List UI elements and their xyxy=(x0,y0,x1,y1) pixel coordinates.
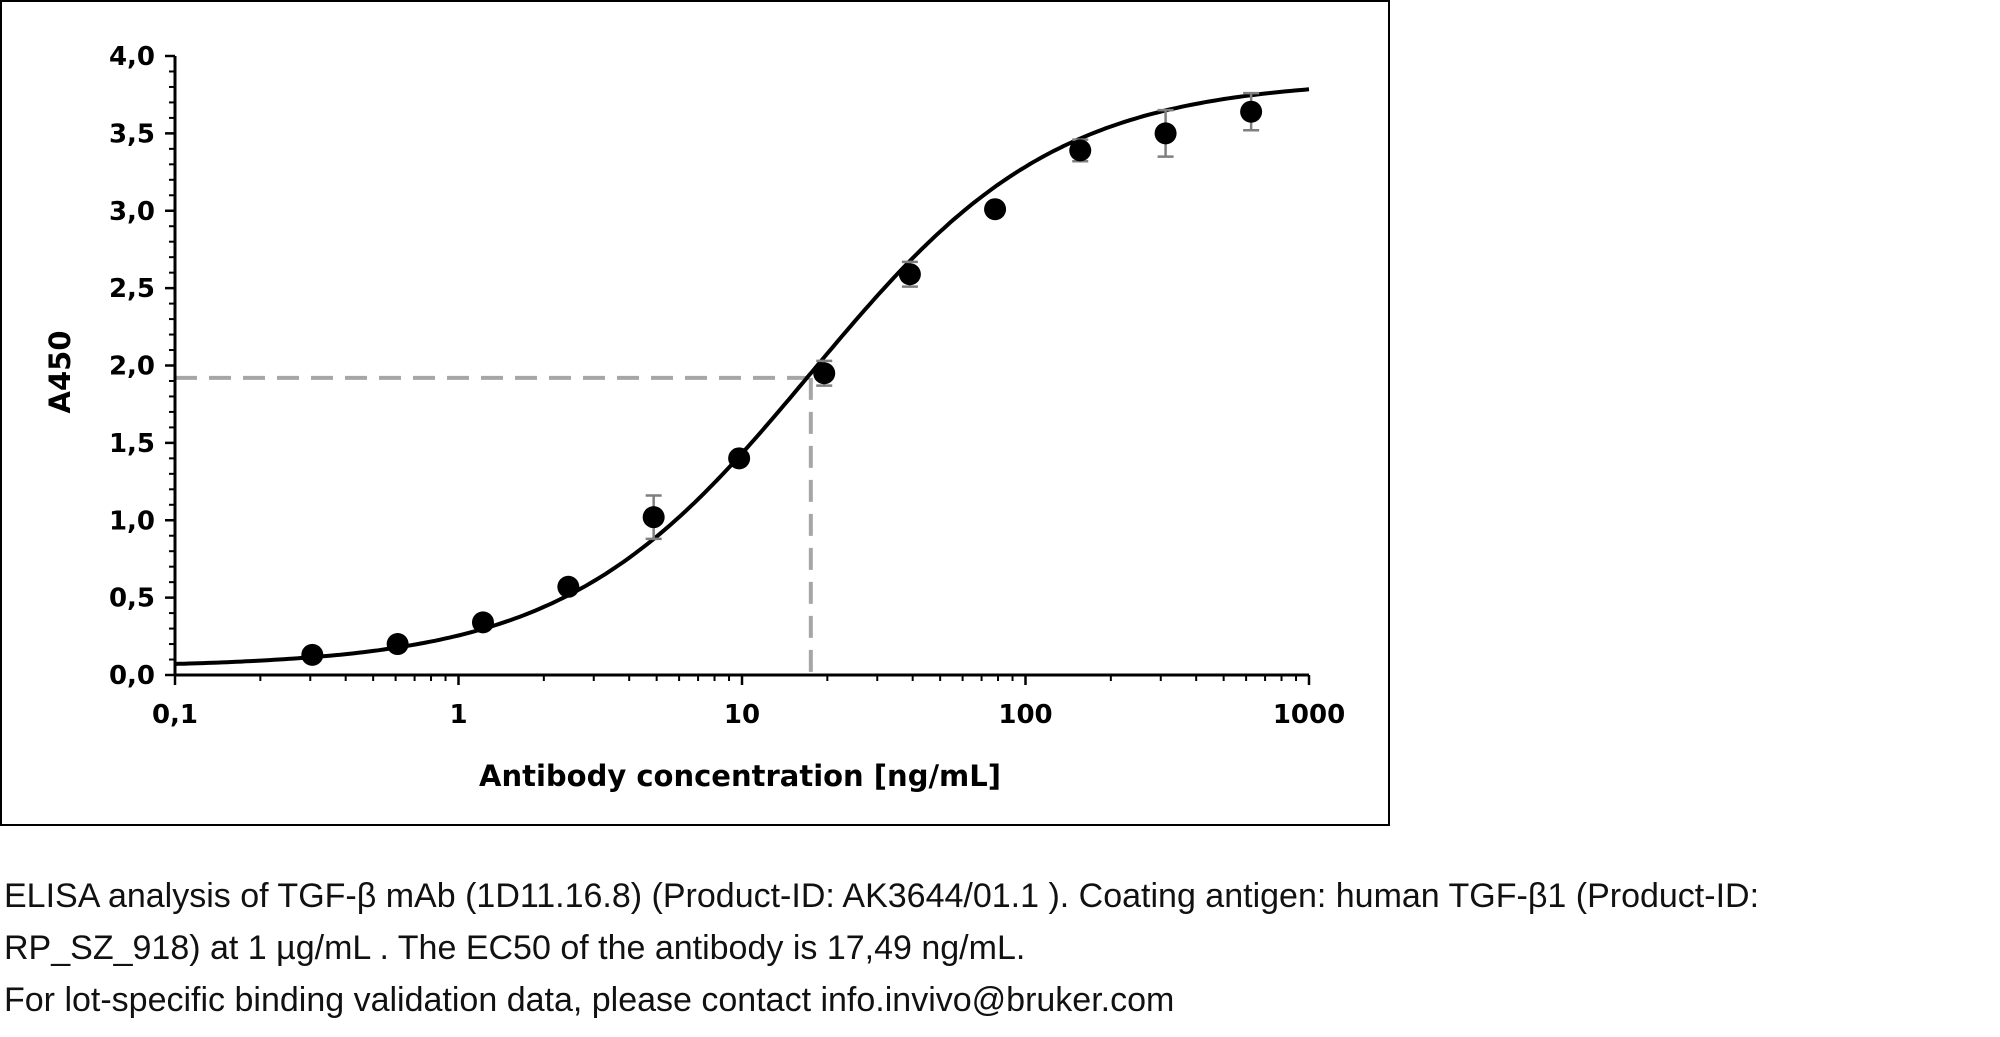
data-point xyxy=(557,575,580,598)
caption-line-2: RP_SZ_918) at 1 µg/mL . The EC50 of the … xyxy=(4,929,1026,967)
chart-axes xyxy=(165,54,1311,685)
data-point xyxy=(728,447,751,470)
y-tick-label: 0,5 xyxy=(109,584,155,614)
caption-line-3: For lot-specific binding validation data… xyxy=(4,981,1175,1019)
data-point xyxy=(642,506,665,529)
y-tick-label: 3,5 xyxy=(109,119,155,149)
data-point xyxy=(386,633,409,656)
data-point xyxy=(898,263,921,286)
data-points xyxy=(301,100,1263,666)
x-tick-label: 10 xyxy=(724,700,760,730)
error-bars xyxy=(645,91,1260,541)
x-tick-label: 0,1 xyxy=(152,700,198,730)
data-point xyxy=(1240,100,1263,123)
x-tick-label: 100 xyxy=(998,700,1052,730)
caption-line-1: ELISA analysis of TGF-β mAb (1D11.16.8) … xyxy=(4,877,1760,915)
data-point xyxy=(471,611,494,634)
y-axis-title: A450 xyxy=(43,331,77,414)
data-point xyxy=(813,362,836,385)
y-tick-label: 2,0 xyxy=(109,352,155,382)
ec50-guide-lines xyxy=(175,375,813,675)
figure-caption: ELISA analysis of TGF-β mAb (1D11.16.8) … xyxy=(4,870,1994,1026)
x-tick-label: 1 xyxy=(449,700,467,730)
y-tick-label: 1,0 xyxy=(109,506,155,536)
x-axis-title: Antibody concentration [ng/mL] xyxy=(479,759,1001,793)
y-tick-label: 3,0 xyxy=(109,197,155,227)
y-tick-label: 0,0 xyxy=(109,661,155,691)
data-point xyxy=(984,198,1007,221)
y-tick-label: 2,5 xyxy=(109,274,155,304)
y-tick-label: 1,5 xyxy=(109,429,155,459)
data-point xyxy=(1069,139,1092,162)
y-tick-label: 4,0 xyxy=(109,42,155,72)
x-tick-label: 1000 xyxy=(1273,700,1345,730)
data-point xyxy=(1154,122,1177,145)
tick-labels: 0,0 0,5 1,0 1,5 2,0 2,5 3,0 3,5 4,0 0,1 1 10 100 1000 xyxy=(109,42,1345,730)
chart-frame: 0,0 0,5 1,0 1,5 2,0 2,5 3,0 3,5 4,0 0,1 1 10 100 1000… xyxy=(0,0,1390,826)
elisa-binding-chart: 0,0 0,5 1,0 1,5 2,0 2,5 3,0 3,5 4,0 0,1 1 10 100 1000… xyxy=(43,42,1345,793)
data-point xyxy=(301,643,324,666)
